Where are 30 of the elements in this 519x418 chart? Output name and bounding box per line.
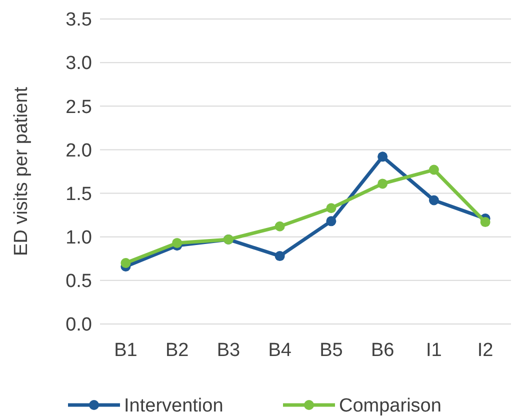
point: [378, 178, 388, 189]
legend-label: Comparison: [339, 396, 442, 417]
point: [326, 203, 336, 214]
y-tick-label: 2.5: [66, 96, 92, 118]
y-tick-label: 2.0: [66, 140, 92, 162]
point: [120, 258, 131, 268]
x-tick-label: I1: [426, 340, 442, 361]
x-tick-label: B1: [114, 340, 138, 361]
x-tick-label: B4: [268, 340, 292, 361]
x-tick-label: B6: [370, 340, 394, 361]
y-axis-title: ED visits per patient: [11, 86, 32, 256]
point: [428, 164, 439, 175]
point: [274, 251, 285, 262]
y-tick-label: 1.0: [66, 228, 92, 249]
point: [274, 221, 285, 232]
y-tick-label: 3.0: [66, 53, 92, 74]
y-tick-label: 1.5: [66, 184, 92, 205]
x-tick-label: B5: [320, 340, 343, 361]
point: [428, 195, 439, 206]
point: [172, 238, 182, 248]
point: [326, 216, 336, 226]
x-tick-label: B3: [216, 340, 240, 361]
y-tick-label: 0.5: [66, 271, 92, 292]
y-tick-label: 0.0: [66, 314, 92, 336]
legend-label: Intervention: [124, 396, 224, 417]
point: [378, 152, 388, 162]
point: [480, 217, 490, 228]
x-tick-label: I2: [477, 340, 494, 361]
y-tick-label: 3.5: [66, 10, 92, 31]
x-tick-label: B2: [165, 340, 189, 361]
